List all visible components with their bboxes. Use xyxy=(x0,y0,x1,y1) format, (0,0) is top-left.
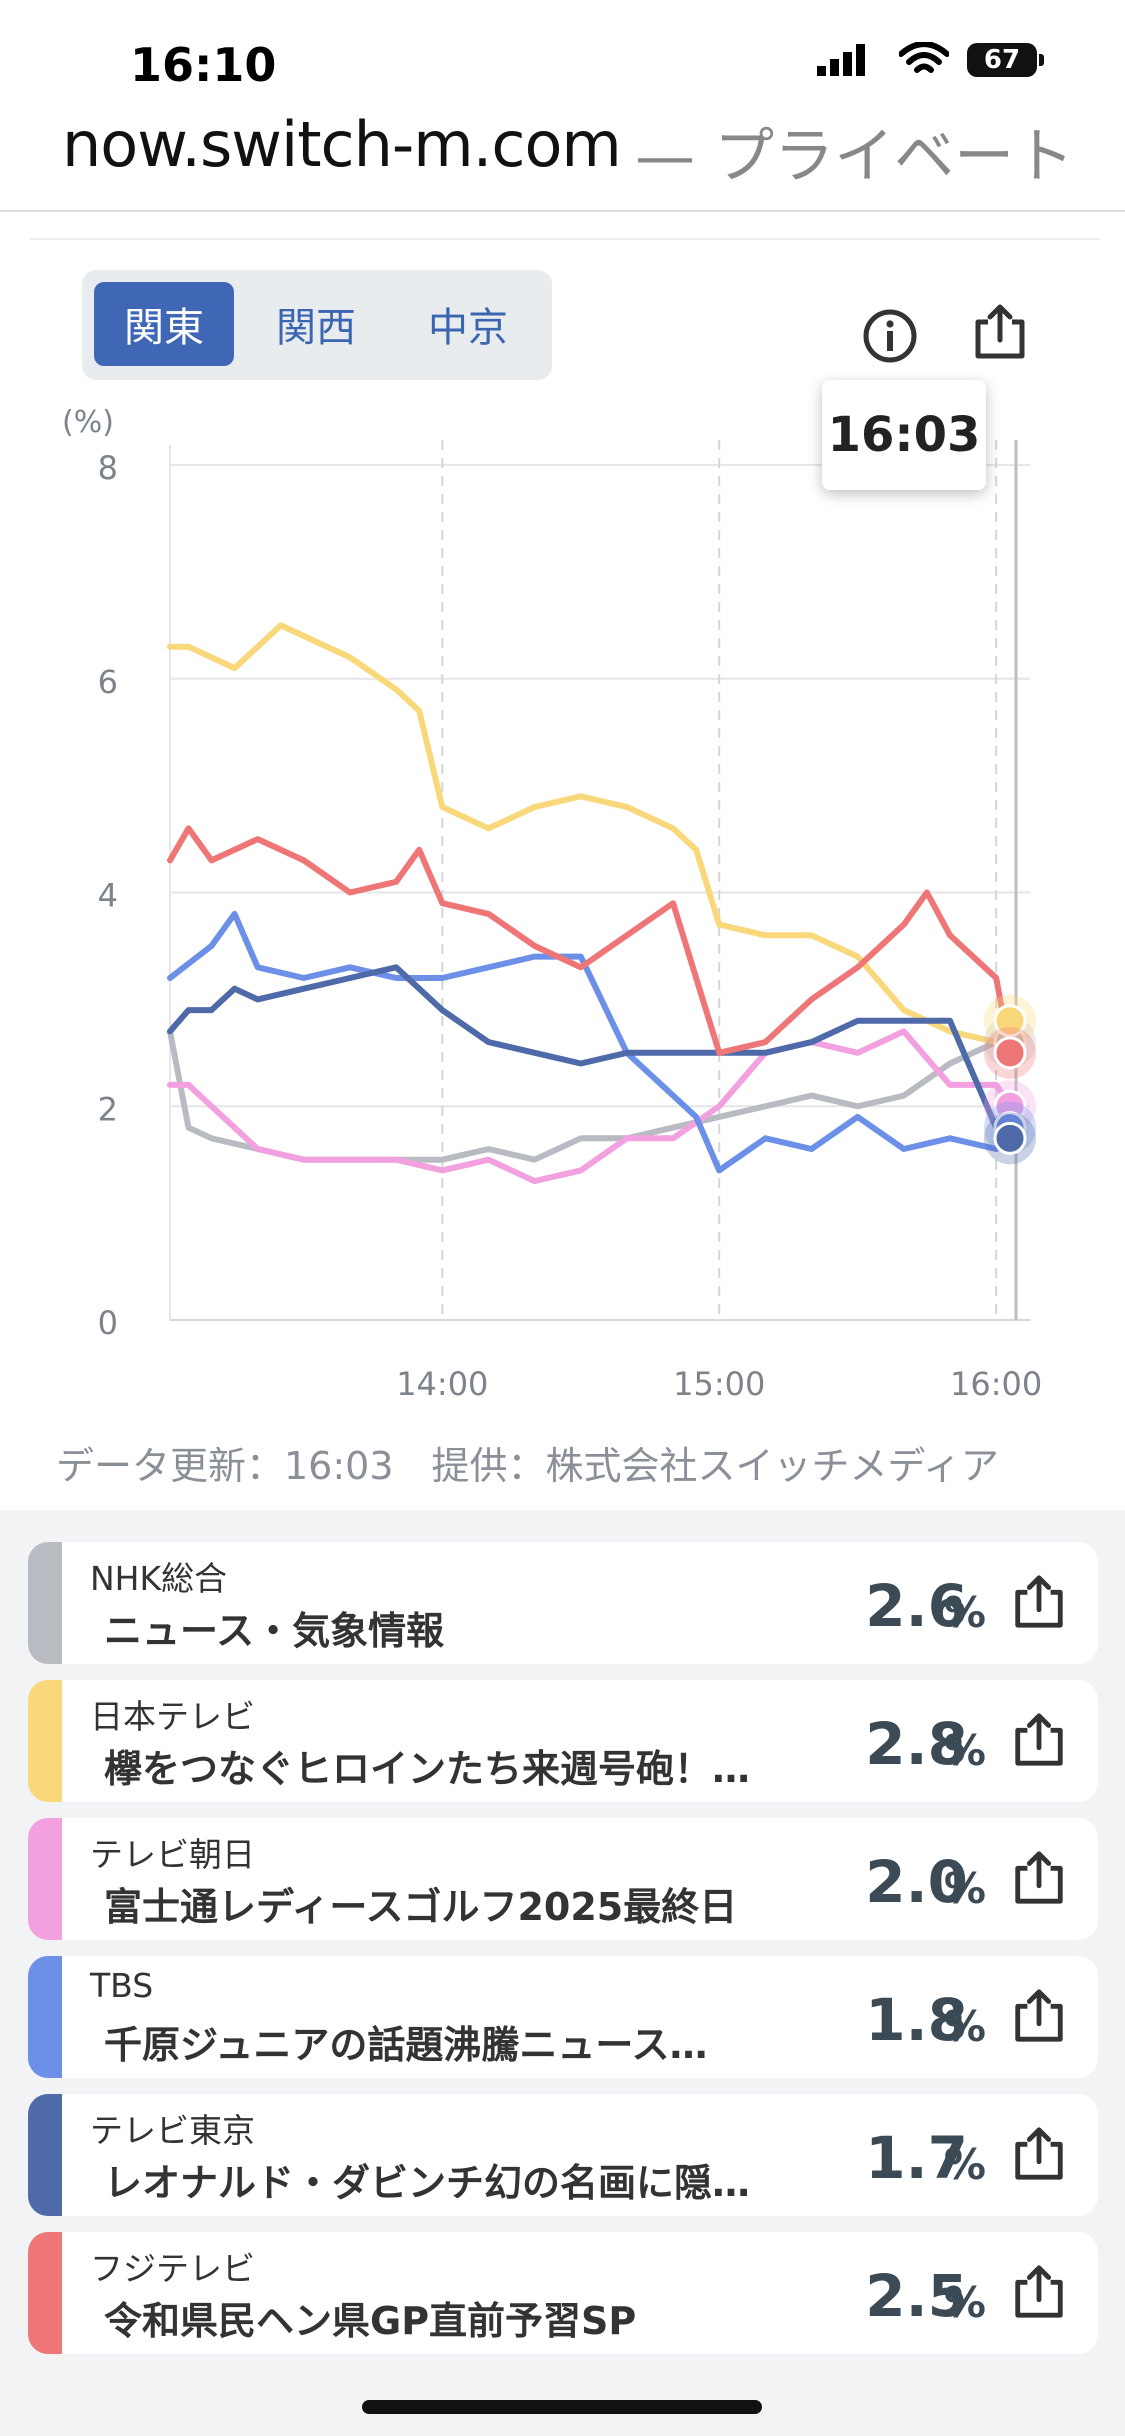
y-tick-label: 4 xyxy=(98,877,118,915)
cellular-signal-icon xyxy=(817,44,865,76)
ratings-line-chart: 0 2 4 6 8 (%) 14:00 15:00 16:00 xyxy=(62,405,1042,1403)
tab-kanto[interactable]: 関東 xyxy=(94,282,234,366)
y-tick-label: 8 xyxy=(98,449,118,487)
program-title: 欅をつなぐヒロインたち来週号砲！… xyxy=(104,1747,751,1791)
channel-color-bar xyxy=(28,1680,62,1802)
share-icon[interactable] xyxy=(1010,2262,1068,2322)
browser-address-bar[interactable]: now.switch-m.com — プライベート xyxy=(0,108,1125,208)
rating-unit: % xyxy=(943,2140,986,2189)
channel-name: NHK総合 xyxy=(90,1559,228,1598)
program-title: 令和県民ヘン県GP直前予習SP xyxy=(104,2299,637,2343)
private-label: — プライベート xyxy=(635,122,1075,192)
series-line-4 xyxy=(167,964,1013,1142)
share-icon[interactable] xyxy=(1010,1986,1068,2046)
info-icon[interactable] xyxy=(860,306,920,366)
region-tabs: 関東 関西 中京 xyxy=(82,270,552,380)
program-card[interactable]: フジテレビ令和県民ヘン県GP直前予習SP 2.5% xyxy=(28,2232,1098,2354)
rating-value: 2.0 xyxy=(865,1848,968,1916)
program-title: レオナルド・ダビンチ幻の名画に隠… xyxy=(104,2161,751,2205)
program-title: 千原ジュニアの話題沸騰ニュース… xyxy=(104,2023,708,2067)
x-tick-label: 14:00 xyxy=(396,1365,488,1403)
status-icons: 67 xyxy=(817,42,1044,78)
status-bar: 16:10 67 xyxy=(0,0,1125,120)
program-card[interactable]: TBS 千原ジュニアの話題沸騰ニュース… 1.8% xyxy=(28,1956,1098,2078)
channel-name: 日本テレビ xyxy=(90,1697,255,1736)
series-marker-1 xyxy=(993,1004,1027,1038)
program-title: 富士通レディースゴルフ2025最終日 xyxy=(104,1885,738,1929)
tab-chukyo[interactable]: 中京 xyxy=(428,305,508,351)
channel-color-bar xyxy=(28,1956,62,2078)
url-host: now.switch-m.com xyxy=(62,108,622,181)
rating-value: 1.8 xyxy=(865,1986,968,2054)
program-title: ニュース・気象情報 xyxy=(104,1609,445,1653)
program-card[interactable]: NHK総合ニュース・気象情報 2.6% xyxy=(28,1542,1098,1664)
channel-name: フジテレビ xyxy=(90,2249,255,2288)
share-icon[interactable] xyxy=(1010,2124,1068,2184)
y-tick-label: 2 xyxy=(98,1090,118,1128)
channel-color-bar xyxy=(28,1818,62,1940)
channel-name: TBS xyxy=(90,1966,154,2005)
content-divider xyxy=(30,238,1100,240)
header-divider xyxy=(0,210,1125,212)
series-line-5 xyxy=(167,825,1013,1056)
rating-value: 2.5 xyxy=(865,2262,968,2330)
y-tick-label: 6 xyxy=(98,663,118,701)
share-icon[interactable] xyxy=(1010,1710,1068,1770)
series-line-3 xyxy=(167,910,1013,1174)
x-tick-label: 15:00 xyxy=(673,1365,765,1403)
channel-color-bar xyxy=(28,2094,62,2216)
home-indicator xyxy=(362,2400,762,2414)
x-tick-label: 16:00 xyxy=(950,1365,1042,1403)
share-icon[interactable] xyxy=(970,302,1030,362)
series-marker-4 xyxy=(993,1121,1027,1155)
rating-unit: % xyxy=(943,1864,986,1913)
program-list: NHK総合 ニュース・気象情報 2.6% 日本テレビ 欅をつなぐヒロインたち来週号砲！…… xyxy=(0,1510,1125,2436)
chart-tooltip-time: 16:03 xyxy=(822,380,986,490)
program-card[interactable]: 日本テレビ欅をつなぐヒロインたち来週号砲！… 2.8% xyxy=(28,1680,1098,1802)
series-line-1 xyxy=(167,622,1013,1046)
series-marker-5 xyxy=(993,1036,1027,1070)
y-tick-label: 0 xyxy=(98,1304,118,1342)
tab-kansai[interactable]: 関西 xyxy=(276,305,356,351)
program-card[interactable]: テレビ東京レオナルド・ダビンチ幻の名画に隠… 1.7% xyxy=(28,2094,1098,2216)
data-update-note: データ更新：16:03 提供：株式会社スイッチメディア xyxy=(56,1444,999,1488)
share-icon[interactable] xyxy=(1010,1848,1068,1908)
y-axis-label: (%) xyxy=(62,405,114,440)
rating-unit: % xyxy=(943,1726,986,1775)
rating-unit: % xyxy=(943,2278,986,2327)
share-icon[interactable] xyxy=(1010,1572,1068,1632)
channel-name: テレビ東京 xyxy=(90,2111,255,2150)
battery-icon: 67 xyxy=(967,43,1044,77)
channel-name: テレビ朝日 xyxy=(90,1835,255,1874)
wifi-icon xyxy=(899,42,949,73)
series-line-0 xyxy=(167,1028,1013,1163)
rating-unit: % xyxy=(943,2002,986,2051)
status-time: 16:10 xyxy=(130,38,277,92)
channel-color-bar xyxy=(28,2232,62,2354)
rating-value: 1.7 xyxy=(865,2124,968,2192)
program-card[interactable]: テレビ朝日富士通レディースゴルフ2025最終日 2.0% xyxy=(28,1818,1098,1940)
rating-value: 2.8 xyxy=(865,1710,968,1778)
rating-unit: % xyxy=(943,1588,986,1637)
series-line-2 xyxy=(167,1028,1013,1185)
rating-value: 2.6 xyxy=(865,1572,968,1640)
channel-color-bar xyxy=(28,1542,62,1664)
